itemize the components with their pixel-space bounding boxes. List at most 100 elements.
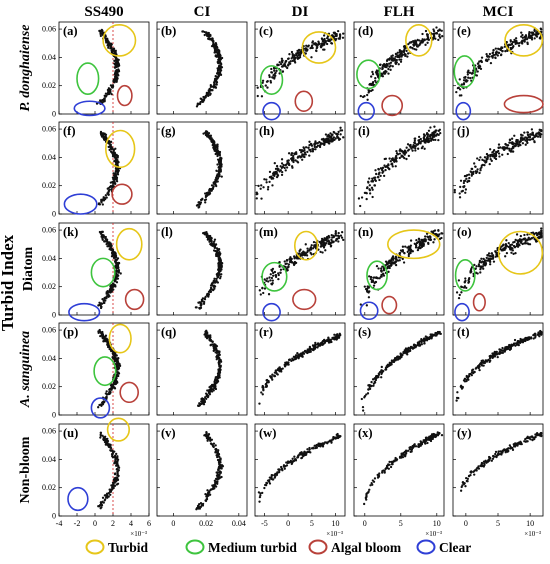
- scatter-point: [387, 264, 391, 268]
- scatter-point: [507, 242, 510, 245]
- scatter-point: [370, 186, 374, 189]
- scatter-point: [105, 196, 108, 199]
- scatter-point: [406, 52, 410, 55]
- scatter-point: [487, 252, 491, 255]
- scatter-point: [115, 468, 118, 471]
- scatter-point: [99, 232, 103, 235]
- scatter-point: [215, 279, 218, 282]
- scatter-point: [110, 50, 114, 53]
- scatter-point: [264, 84, 267, 87]
- scatter-point: [384, 165, 387, 169]
- scatter-point: [215, 184, 218, 188]
- scatter-point: [506, 144, 510, 147]
- scatter-point: [385, 365, 389, 369]
- scatter-point: [473, 162, 476, 165]
- scatter-point: [391, 58, 394, 62]
- scatter-point: [437, 129, 441, 132]
- scatter-point: [98, 503, 102, 507]
- scatter-point: [404, 245, 407, 248]
- scatter-point: [510, 47, 513, 51]
- scatter-point: [273, 69, 276, 72]
- scatter-point: [329, 244, 333, 247]
- scatter-point: [270, 67, 273, 71]
- scatter-point: [319, 44, 323, 48]
- scatter-point: [424, 43, 427, 46]
- scatter-point: [311, 247, 315, 250]
- scatter-point: [327, 38, 330, 41]
- scatter-point: [467, 279, 470, 282]
- scatter-point: [314, 341, 317, 345]
- scatter-point: [275, 69, 278, 73]
- scatter-point: [116, 461, 119, 464]
- scatter-point: [316, 142, 319, 145]
- scatter-point: [399, 58, 403, 61]
- scatter-point: [284, 262, 287, 266]
- scatter-point: [103, 498, 107, 501]
- scatter-point: [432, 29, 436, 33]
- scatter-point: [474, 165, 477, 168]
- scatter-point: [101, 132, 105, 135]
- scatter-point: [515, 233, 519, 236]
- scatter-point: [371, 88, 374, 92]
- scatter-point: [112, 149, 115, 153]
- scatter-point: [204, 192, 207, 195]
- scatter-point: [480, 56, 484, 59]
- scatter-point: [334, 37, 338, 41]
- scatter-point: [112, 49, 115, 52]
- scatter-point: [338, 33, 342, 37]
- scatter-point: [332, 240, 335, 243]
- scatter-point: [108, 148, 111, 152]
- scatter-point: [291, 158, 295, 161]
- panel-letter: (o): [457, 225, 472, 239]
- panel-m: (m): [254, 222, 346, 322]
- scatter-point: [298, 155, 301, 158]
- scatter-point: [281, 165, 285, 169]
- scatter-point: [437, 229, 440, 232]
- panel-letter: (f): [63, 124, 76, 138]
- scatter-point: [407, 248, 410, 251]
- scatter-point: [102, 301, 106, 305]
- scatter-point: [415, 45, 419, 48]
- scatter-point: [475, 171, 478, 175]
- annotation-ellipse-medium-turbid: [76, 62, 100, 95]
- scatter-point: [466, 180, 469, 184]
- scatter-point: [213, 238, 217, 241]
- scatter-point: [304, 243, 307, 246]
- scatter-point: [391, 165, 394, 168]
- panel-v: 0 0.02 0.04(v): [156, 423, 248, 528]
- scatter-point: [282, 64, 285, 67]
- row-label-3: A. sanguinea: [18, 331, 33, 408]
- panel-d: (d): [353, 21, 445, 121]
- scatter-point: [319, 343, 322, 347]
- scatter-point: [261, 386, 264, 389]
- scatter-point: [530, 38, 534, 41]
- scatter-point: [103, 94, 106, 97]
- scatter-point: [113, 59, 116, 62]
- scatter-point: [438, 35, 441, 38]
- scatter-point: [311, 44, 314, 47]
- scatter-point: [113, 480, 116, 483]
- scatter-point: [327, 234, 330, 238]
- scatter-point: [465, 380, 468, 383]
- scatter-point: [258, 402, 261, 405]
- panel-letter: (t): [457, 325, 470, 339]
- scatter-point: [389, 68, 392, 71]
- annotation-ellipse-clear: [262, 101, 281, 121]
- scatter-point: [425, 137, 429, 140]
- scatter-point: [214, 149, 217, 153]
- scatter-point: [271, 279, 274, 282]
- scatter-point: [213, 143, 216, 146]
- panel-letter: (q): [161, 325, 176, 339]
- scatter-point: [366, 93, 369, 97]
- scatter-point: [359, 204, 362, 208]
- scatter-point: [361, 405, 365, 409]
- scatter-point: [297, 353, 300, 357]
- scatter-point: [505, 40, 508, 44]
- scatter-point: [112, 47, 116, 50]
- panel-letter: (d): [358, 24, 373, 38]
- scatter-point: [503, 349, 506, 352]
- scatter-point: [278, 370, 281, 373]
- scatter-point: [465, 177, 468, 180]
- scatter-point: [111, 456, 115, 459]
- y-tick-label: 0.02: [42, 81, 56, 90]
